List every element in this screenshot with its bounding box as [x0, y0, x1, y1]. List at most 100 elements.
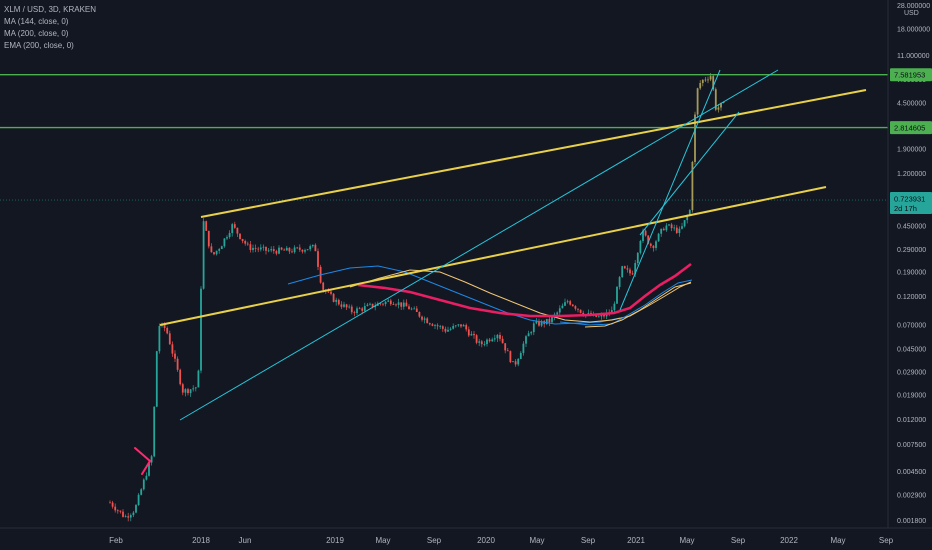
candle-body	[673, 227, 676, 229]
candle-body	[298, 247, 301, 250]
candle-body	[223, 238, 226, 247]
candle-body	[714, 89, 717, 110]
price-tick-label: 0.007500	[897, 442, 926, 449]
candle-body	[613, 303, 616, 311]
candle-body	[309, 246, 312, 250]
ma144-line-ext	[559, 279, 693, 326]
candle-body	[171, 344, 174, 354]
price-tick-label: 28.000000	[897, 3, 930, 10]
candle-body	[262, 246, 265, 248]
candle-body	[207, 230, 210, 247]
candle-body	[647, 235, 650, 244]
candle-body	[626, 268, 629, 270]
candle-body	[704, 79, 707, 81]
candle-body	[356, 308, 358, 314]
candle-body	[241, 238, 244, 241]
candle-body	[460, 324, 462, 327]
time-tick-label: May	[679, 536, 694, 545]
candle-body	[395, 304, 397, 306]
candle-body	[392, 304, 395, 305]
ma144-legend[interactable]: MA (144, close, 0)	[4, 17, 69, 26]
candle-body	[480, 341, 483, 345]
price-tick-label: 1.900000	[897, 147, 926, 154]
candle-body	[678, 228, 681, 233]
time-axis[interactable]: Feb 2018 Jun 2019 May Sep 2020 May Sep 2021 May Sep…	[0, 527, 932, 545]
candle-body	[675, 227, 678, 233]
candle-body	[660, 228, 663, 234]
trendline-drawings[interactable]	[0, 69, 888, 475]
candle-body	[441, 326, 444, 329]
candle-body	[174, 353, 176, 359]
candle-body	[366, 304, 369, 307]
candle-body	[509, 351, 512, 363]
candle-body	[239, 233, 241, 239]
candle-body	[504, 343, 507, 351]
candle-body	[709, 76, 712, 80]
candle-body	[574, 306, 577, 309]
candle-body	[363, 306, 366, 311]
candle-body	[387, 300, 390, 302]
candle-body	[694, 114, 696, 162]
candle-body	[649, 243, 652, 246]
time-tick-label: 2021	[627, 536, 645, 545]
ema200-line	[357, 262, 692, 318]
candle-body	[278, 247, 280, 254]
price-tick-label: 0.002900	[897, 493, 926, 500]
symbol-title[interactable]: XLM / USD, 3D, KRAKEN	[4, 5, 97, 14]
indicator-lines	[287, 262, 693, 328]
candle-body	[473, 333, 475, 336]
candle-body	[618, 277, 621, 287]
candle-body	[688, 210, 691, 216]
candle-body	[200, 288, 202, 371]
candle-body	[681, 226, 683, 229]
ema200-legend[interactable]: EMA (200, close, 0)	[4, 41, 74, 50]
candle-body	[457, 324, 460, 326]
time-tick-label: May	[529, 536, 544, 545]
candle-body	[428, 323, 431, 325]
price-tick-label: 0.019000	[897, 392, 926, 399]
candle-body	[439, 326, 442, 328]
candle-body	[350, 306, 353, 313]
candle-body	[145, 475, 148, 480]
candle-body	[322, 282, 325, 290]
candle-body	[379, 303, 382, 305]
time-tick-label: Feb	[109, 536, 123, 545]
candle-body	[168, 333, 171, 345]
candle-body	[545, 318, 548, 324]
candle-body	[132, 512, 135, 516]
candle-body	[267, 250, 270, 252]
price-tick-label: 18.000000	[897, 27, 930, 34]
price-label-badge	[890, 121, 932, 135]
candle-body	[317, 251, 319, 267]
ma200-legend[interactable]: MA (200, close, 0)	[4, 29, 69, 38]
candle-body	[707, 79, 709, 81]
candle-body	[496, 334, 499, 339]
candle-body	[548, 318, 551, 323]
candle-body	[270, 249, 273, 251]
candle-body	[280, 247, 283, 250]
candle-body	[629, 269, 631, 274]
cyan-trendline-long	[179, 69, 779, 421]
candle-body	[254, 247, 257, 249]
candle-body	[114, 506, 117, 511]
candle-body	[488, 339, 491, 342]
time-tick-label: May	[375, 536, 390, 545]
candle-body	[519, 352, 522, 359]
candle-body	[220, 246, 223, 250]
price-tick-label: 0.001800	[897, 518, 926, 525]
price-label-badge	[890, 68, 932, 82]
candle-body	[415, 308, 418, 313]
candle-body	[400, 302, 403, 307]
candle-body	[361, 308, 364, 311]
candle-body	[252, 247, 254, 250]
price-tick-label: 0.120000	[897, 294, 926, 301]
candle-body	[470, 333, 473, 336]
ma200-line-ext	[584, 282, 692, 328]
candle-body	[657, 233, 660, 242]
candle-body	[389, 300, 392, 305]
candle-body	[454, 325, 457, 327]
candle-body	[699, 83, 702, 89]
candle-body	[483, 344, 486, 345]
candle-body	[215, 250, 218, 255]
